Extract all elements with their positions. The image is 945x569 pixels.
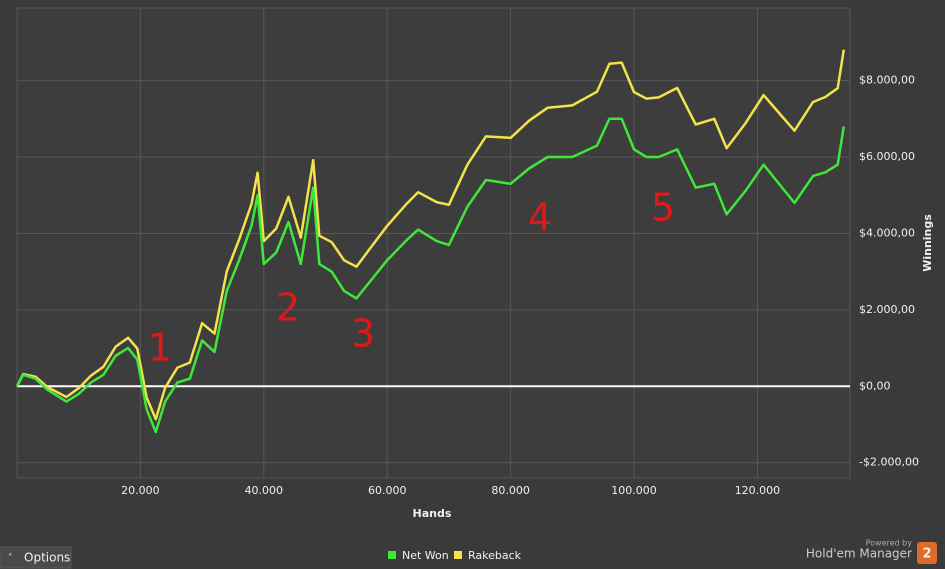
series-line (15, 49, 846, 421)
y-axis-title: Winnings (921, 214, 934, 272)
options-background[interactable] (0, 546, 72, 569)
grid: 20.000 40.000 60.000 80.000 100.000 120.000 -$… (17, 8, 919, 497)
brand: Hold'em Manager (806, 547, 912, 561)
legend-label: Net Won (402, 549, 449, 562)
y-tick-label: $4.000,00 (859, 226, 915, 239)
brand-badge-text: 2 (922, 547, 931, 562)
x-tick-label: 60.000 (368, 484, 407, 497)
x-tick-label: 120.000 (735, 484, 781, 497)
annotations: 1 2 3 4 5 (148, 186, 675, 370)
y-tick-label: -$2.000,00 (859, 456, 919, 469)
options-arrow: ˄ (8, 554, 13, 564)
x-tick-label: 20.000 (121, 484, 160, 497)
annotation: 3 (351, 312, 375, 356)
legend-label: Rakeback (468, 549, 522, 562)
legend-swatch (454, 551, 462, 559)
options-button[interactable]: ˄ Options (0, 546, 72, 569)
legend-swatch (388, 551, 396, 559)
annotation: 2 (276, 286, 300, 330)
x-axis-title: Hands (413, 507, 452, 520)
annotation: 4 (528, 196, 552, 240)
lines (15, 49, 846, 434)
x-tick-label: 80.000 (491, 484, 530, 497)
powered-by: Powered by (866, 539, 913, 548)
y-tick-label: $2.000,00 (859, 303, 915, 316)
series-line (15, 117, 846, 434)
options-label[interactable]: Options (24, 551, 70, 565)
y-tick-label: $0,00 (859, 379, 891, 392)
y-tick-label: $6.000,00 (859, 150, 915, 163)
plot-area (16, 7, 851, 479)
annotation: 1 (148, 326, 172, 370)
x-tick-label: 40.000 (245, 484, 284, 497)
annotation: 5 (651, 186, 675, 230)
y-tick-label: $8.000,00 (859, 74, 915, 87)
legend: Net Won Rakeback (388, 549, 522, 562)
brand-badge (917, 542, 937, 564)
x-tick-label: 100.000 (611, 484, 657, 497)
